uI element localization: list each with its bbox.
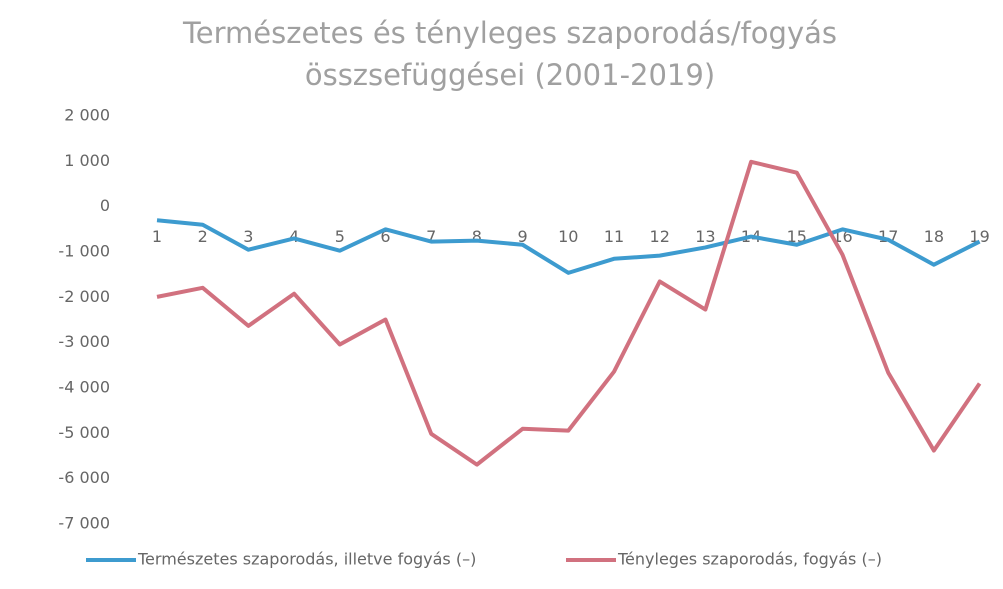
y-tick-label: 1 000 [64,151,110,170]
x-tick-label: 19 [969,227,989,246]
x-tick-label: 12 [650,227,670,246]
x-tick-label: 7 [426,227,436,246]
legend-label: Tényleges szaporodás, fogyás (–) [617,550,882,569]
x-tick-label: 18 [924,227,944,246]
x-tick-label: 13 [695,227,715,246]
x-tick-label: 8 [472,227,482,246]
y-tick-label: -4 000 [58,378,110,397]
y-tick-label: -2 000 [58,287,110,306]
series-line [156,159,982,467]
x-tick-label: 10 [558,227,578,246]
y-tick-label: -6 000 [58,468,110,487]
y-tick-label: -7 000 [58,514,110,533]
x-tick-label: 6 [380,227,390,246]
x-tick-label: 9 [518,227,528,246]
y-tick-label: -3 000 [58,332,110,351]
x-tick-label: 2 [198,227,208,246]
x-tick-label: 1 [152,227,162,246]
x-tick-label: 3 [243,227,253,246]
chart-title: Természetes és tényleges szaporodás/fogy… [183,16,837,92]
y-tick-label: 2 000 [64,106,110,125]
y-tick-label: -1 000 [58,242,110,261]
y-tick-label: -5 000 [58,423,110,442]
series-line [156,218,981,275]
legend-label: Természetes szaporodás, illetve fogyás (… [137,550,476,569]
y-tick-label: 0 [100,196,110,215]
x-tick-label: 5 [335,227,345,246]
x-tick-label: 11 [604,227,624,246]
